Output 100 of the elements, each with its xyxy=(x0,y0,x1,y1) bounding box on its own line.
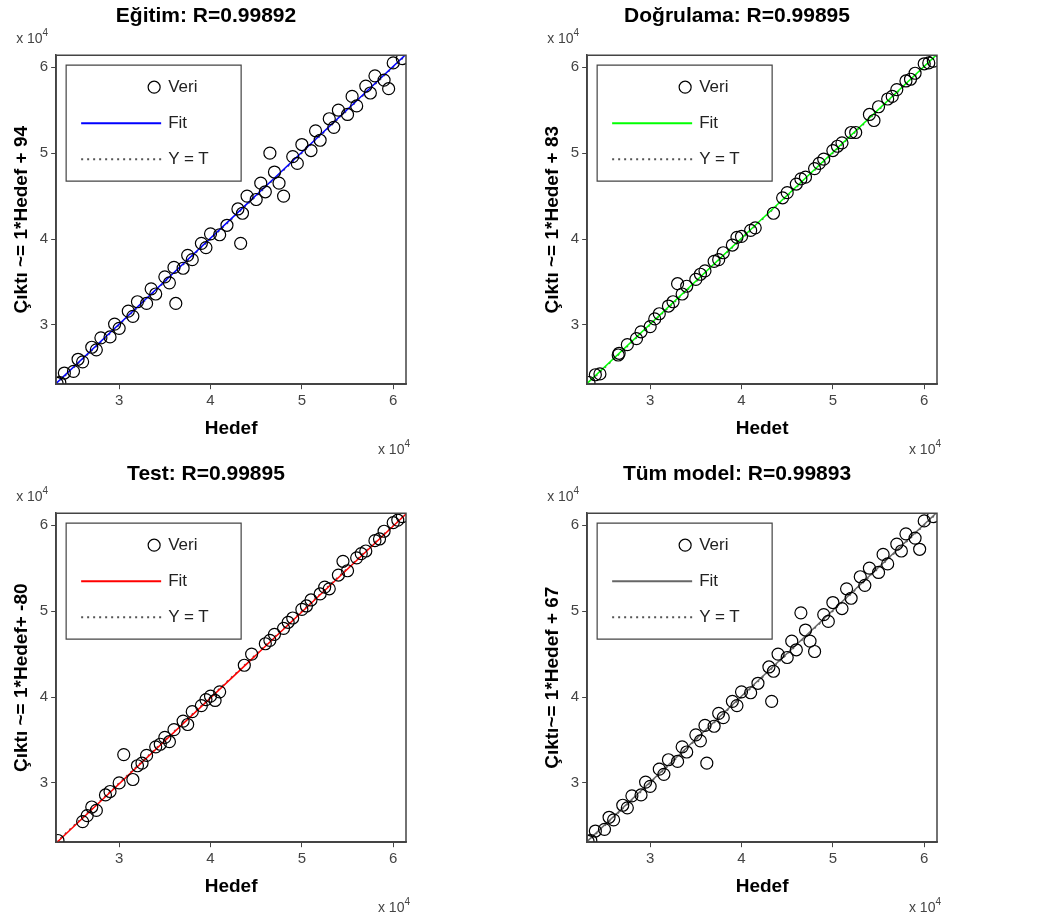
point xyxy=(98,788,113,802)
point xyxy=(345,89,359,104)
point xyxy=(789,643,803,657)
point xyxy=(675,740,689,754)
point xyxy=(765,694,779,708)
point xyxy=(336,554,350,568)
point xyxy=(862,561,876,575)
point xyxy=(776,191,790,205)
point xyxy=(185,253,199,267)
point xyxy=(862,107,876,122)
point xyxy=(162,276,177,290)
point xyxy=(908,531,922,545)
legend-label: Y = T xyxy=(168,606,209,626)
point xyxy=(625,789,639,803)
point xyxy=(734,685,749,699)
chart-title: Eğitim: R=0.99892 xyxy=(115,3,297,27)
point xyxy=(290,156,304,171)
point xyxy=(377,524,391,538)
point xyxy=(76,814,90,829)
point xyxy=(350,551,364,565)
point xyxy=(634,325,648,339)
point xyxy=(130,759,145,773)
point xyxy=(693,267,708,281)
point xyxy=(386,56,400,70)
point xyxy=(789,177,803,191)
x-tick-label: 6 xyxy=(920,849,929,867)
point xyxy=(680,745,694,759)
y-tick-label: 4 xyxy=(570,229,580,247)
point xyxy=(327,120,341,134)
point xyxy=(199,241,213,255)
x-axis-title: Hedet xyxy=(735,416,790,438)
legend-label: Veri xyxy=(168,534,198,554)
point xyxy=(652,762,666,776)
point xyxy=(117,747,131,762)
legend-label: Y = T xyxy=(699,148,740,168)
point xyxy=(734,229,749,244)
point xyxy=(167,260,181,274)
point xyxy=(826,143,840,158)
y-tick-label: 3 xyxy=(570,773,580,791)
point xyxy=(176,714,190,728)
point xyxy=(680,279,694,293)
point xyxy=(844,591,858,605)
point xyxy=(363,86,377,100)
point xyxy=(313,587,327,601)
point xyxy=(286,611,300,625)
y-tick-label: 6 xyxy=(39,515,49,533)
point xyxy=(130,295,145,309)
point xyxy=(213,228,227,242)
point xyxy=(844,125,858,140)
point xyxy=(185,705,199,719)
point xyxy=(798,170,813,184)
point xyxy=(57,366,71,380)
x-axis-title: Hedef xyxy=(735,874,790,896)
point xyxy=(80,808,94,823)
chart-title: Doğrulama: R=0.99895 xyxy=(624,3,851,27)
point xyxy=(295,602,309,617)
point xyxy=(169,296,183,311)
point xyxy=(263,146,277,160)
point xyxy=(139,296,154,311)
point xyxy=(308,124,323,138)
point xyxy=(867,113,881,128)
point xyxy=(794,606,808,620)
point xyxy=(322,582,336,596)
point xyxy=(234,236,248,250)
legend-label: Fit xyxy=(168,570,188,590)
point xyxy=(237,658,251,672)
y-tick-label: 3 xyxy=(39,773,49,791)
point xyxy=(194,236,208,250)
x-tick-label: 5 xyxy=(297,849,307,867)
point xyxy=(885,89,899,104)
point xyxy=(331,568,345,582)
y-tick-label: 6 xyxy=(570,57,580,75)
point xyxy=(286,149,300,164)
point xyxy=(245,647,259,661)
point xyxy=(648,312,662,326)
point xyxy=(794,172,808,186)
point xyxy=(817,152,831,166)
point xyxy=(108,317,122,331)
point xyxy=(725,694,739,708)
point xyxy=(762,660,776,674)
legend-label: Veri xyxy=(168,76,198,96)
point xyxy=(121,304,135,318)
point xyxy=(231,202,245,216)
point xyxy=(620,338,634,352)
point xyxy=(766,206,781,220)
point xyxy=(871,565,886,580)
point xyxy=(803,634,817,648)
point xyxy=(808,644,822,659)
point xyxy=(153,737,167,751)
point xyxy=(240,189,254,203)
x-tick-label: 6 xyxy=(389,849,398,867)
point xyxy=(894,544,908,558)
legend-label: Y = T xyxy=(699,606,740,626)
x-axis-title: Hedef xyxy=(204,874,259,896)
point xyxy=(71,352,85,366)
point xyxy=(135,756,149,770)
point xyxy=(839,582,854,596)
point xyxy=(602,810,616,824)
point xyxy=(661,753,676,767)
y-tick-label: 4 xyxy=(39,687,49,705)
